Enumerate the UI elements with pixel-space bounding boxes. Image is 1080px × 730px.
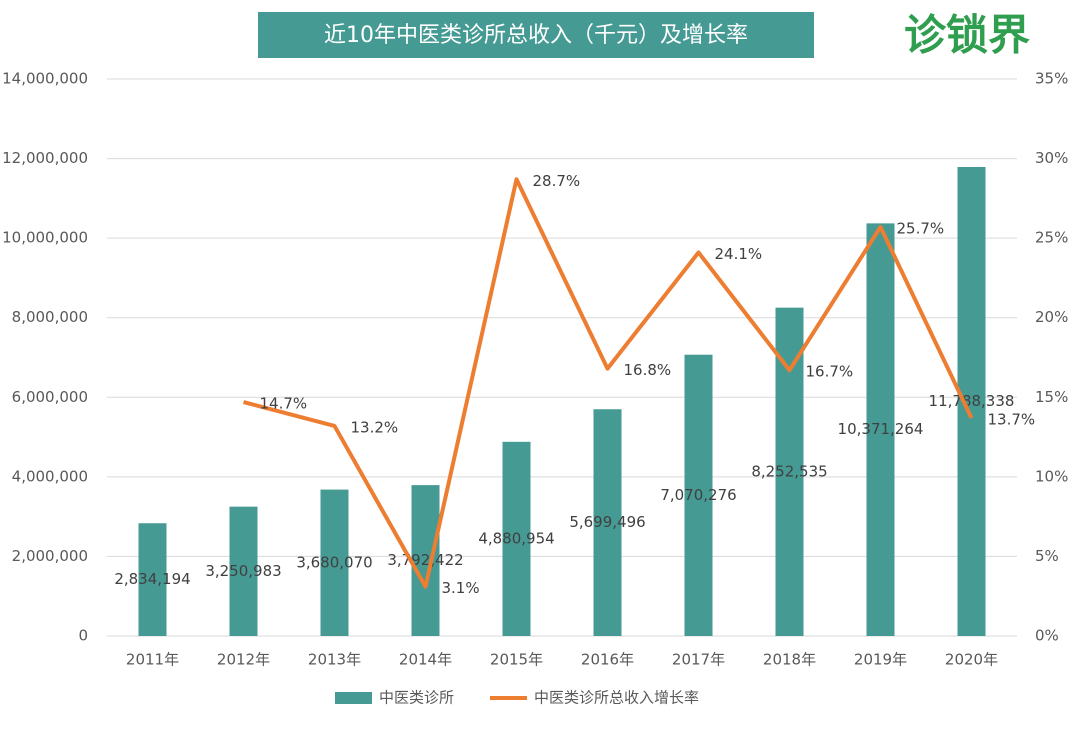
y-tick-label: 14,000,000 [2, 70, 88, 88]
bar-value-label: 2,834,194 [114, 570, 190, 588]
x-tick-label: 2016年 [581, 651, 634, 669]
x-tick-label: 2013年 [308, 651, 361, 669]
bar-value-label: 7,070,276 [660, 486, 736, 504]
line-value-label: 24.1% [715, 245, 763, 263]
x-tick-label: 2012年 [217, 651, 270, 669]
y-tick-label: 2,000,000 [12, 547, 88, 565]
y2-tick-label: 10% [1035, 467, 1068, 485]
line [242, 177, 974, 589]
bar [320, 489, 349, 636]
bar [684, 354, 713, 636]
bar-value-label: 11,788,338 [929, 392, 1015, 410]
bar-value-label: 4,880,954 [478, 529, 554, 547]
line-value-label: 14.7% [260, 395, 308, 413]
x-tick-label: 2018年 [763, 651, 816, 669]
bar [138, 523, 167, 636]
bar [502, 441, 531, 636]
bar-value-label: 10,371,264 [838, 420, 924, 438]
line-value-label: 13.7% [988, 410, 1036, 428]
logo: 诊锁界 [904, 11, 1030, 60]
y2-tick-label: 0% [1035, 627, 1059, 645]
bar [775, 307, 804, 636]
y-tick-label: 8,000,000 [12, 308, 88, 326]
x-tick-label: 2014年 [399, 651, 452, 669]
y2-tick-label: 15% [1035, 388, 1068, 406]
line-value-label: 16.8% [624, 361, 672, 379]
bar-value-label: 3,792,422 [387, 551, 463, 569]
y-tick-label: 0 [78, 627, 88, 645]
y2-tick-label: 20% [1035, 308, 1068, 326]
x-tick-label: 2017年 [672, 651, 725, 669]
chart-title: 近10年中医类诊所总收入（千元）及增长率 [324, 23, 748, 48]
bar [229, 506, 258, 636]
bar [411, 485, 440, 636]
x-tick-label: 2020年 [945, 651, 998, 669]
bar [866, 223, 895, 636]
bar-value-label: 3,250,983 [205, 562, 281, 580]
line-value-label: 28.7% [533, 172, 581, 190]
y2-tick-label: 5% [1035, 547, 1059, 565]
bar-value-label: 5,699,496 [569, 513, 645, 531]
bar-value-label: 3,680,070 [296, 553, 372, 571]
title-box [258, 12, 814, 58]
line-value-label: 13.2% [351, 418, 399, 436]
x-tick-label: 2011年 [126, 651, 179, 669]
y-tick-label: 10,000,000 [2, 229, 88, 247]
bar-value-label: 8,252,535 [751, 462, 827, 480]
legend-label: 中医类诊所总收入增长率 [534, 689, 699, 707]
line-value-label: 25.7% [897, 220, 945, 238]
y-tick-label: 6,000,000 [12, 388, 88, 406]
line-value-label: 3.1% [442, 579, 480, 597]
x-tick-label: 2015年 [490, 651, 543, 669]
line-value-label: 16.7% [806, 363, 854, 381]
y2-tick-label: 30% [1035, 149, 1068, 167]
y2-tick-label: 35% [1035, 70, 1068, 88]
y-tick-label: 12,000,000 [2, 149, 88, 167]
y-tick-label: 4,000,000 [12, 467, 88, 485]
bar [593, 409, 622, 636]
legend-label: 中医类诊所 [379, 689, 454, 707]
x-tick-label: 2019年 [854, 651, 907, 669]
y2-tick-label: 25% [1035, 229, 1068, 247]
legend-swatch [335, 692, 372, 704]
